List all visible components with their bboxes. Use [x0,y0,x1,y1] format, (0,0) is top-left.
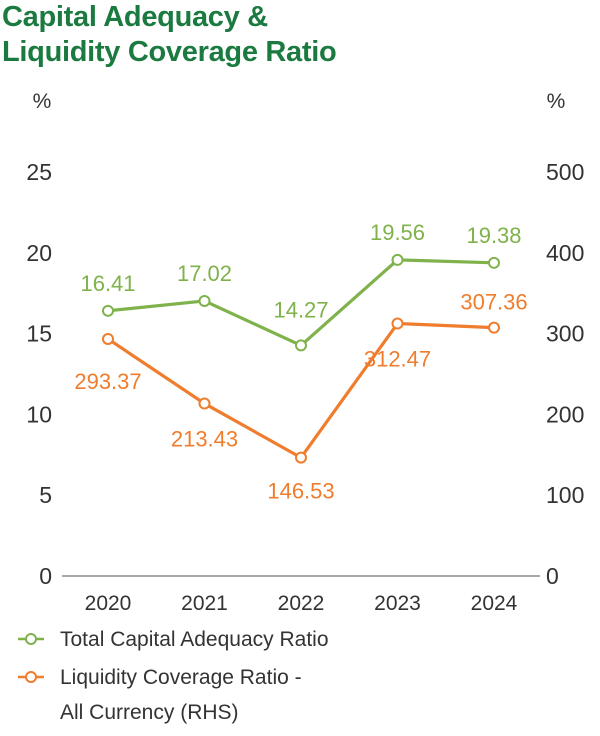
right-tick-label: 0 [546,563,559,589]
x-tick-label: 2024 [471,592,518,615]
data-label: 16.41 [80,271,135,296]
data-point [488,321,500,334]
right-tick-label: 200 [546,401,584,427]
data-label: 307.36 [460,290,527,315]
x-tick-label: 2021 [181,592,228,615]
right-tick-label: 300 [546,321,584,347]
data-point [198,294,211,307]
left-axis-unit: % [33,90,52,113]
right-axis-unit: % [547,90,566,113]
left-tick-label: 10 [26,401,52,427]
series-layer [102,253,500,464]
right-tick-label: 100 [546,482,584,508]
left-tick-label: 5 [39,482,52,508]
axes: % % 0 5 10 15 20 25 0 100 200 300 400 500 2020 2021 2022… [26,90,584,615]
left-tick-label: 25 [26,159,52,185]
data-point [295,451,307,464]
data-label: 17.02 [177,261,232,286]
legend-label: All Currency (RHS) [60,701,239,724]
data-label: 213.43 [171,427,238,452]
data-label: 14.27 [273,297,328,322]
x-tick-label: 2023 [374,592,421,615]
x-tick-label: 2020 [85,592,132,615]
data-point [391,317,404,330]
data-label: 19.56 [370,220,425,245]
legend-label: Total Capital Adequacy Ratio [60,628,329,651]
right-tick-label: 500 [546,159,584,185]
data-point [198,397,211,410]
legend-label: Liquidity Coverage Ratio - [60,666,302,689]
chart-title-line-2: Liquidity Coverage Ratio [2,36,337,68]
chart-title-line-1: Capital Adequacy & [2,1,268,33]
left-tick-label: 0 [39,563,52,589]
left-tick-label: 20 [26,240,52,266]
data-label: 312.47 [364,347,431,372]
data-point [391,253,404,266]
data-point [102,304,114,317]
legend: Total Capital Adequacy Ratio Liquidity Co… [18,628,329,724]
data-point [102,332,114,345]
legend-marker-dot [25,671,37,683]
data-label: 146.53 [267,479,334,504]
data-point [295,339,307,352]
data-label: 19.38 [466,223,521,248]
chart-title: Capital Adequacy & Liquidity Coverage Ra… [2,0,562,70]
x-tick-label: 2022 [278,592,325,615]
right-tick-label: 400 [546,240,584,266]
data-label: 293.37 [74,369,141,394]
legend-marker-dot [25,633,37,645]
left-tick-label: 15 [26,321,52,347]
data-point [488,256,500,269]
data-labels: 16.41 17.02 14.27 19.56 19.38 293.37 213.43 146… [74,220,527,504]
